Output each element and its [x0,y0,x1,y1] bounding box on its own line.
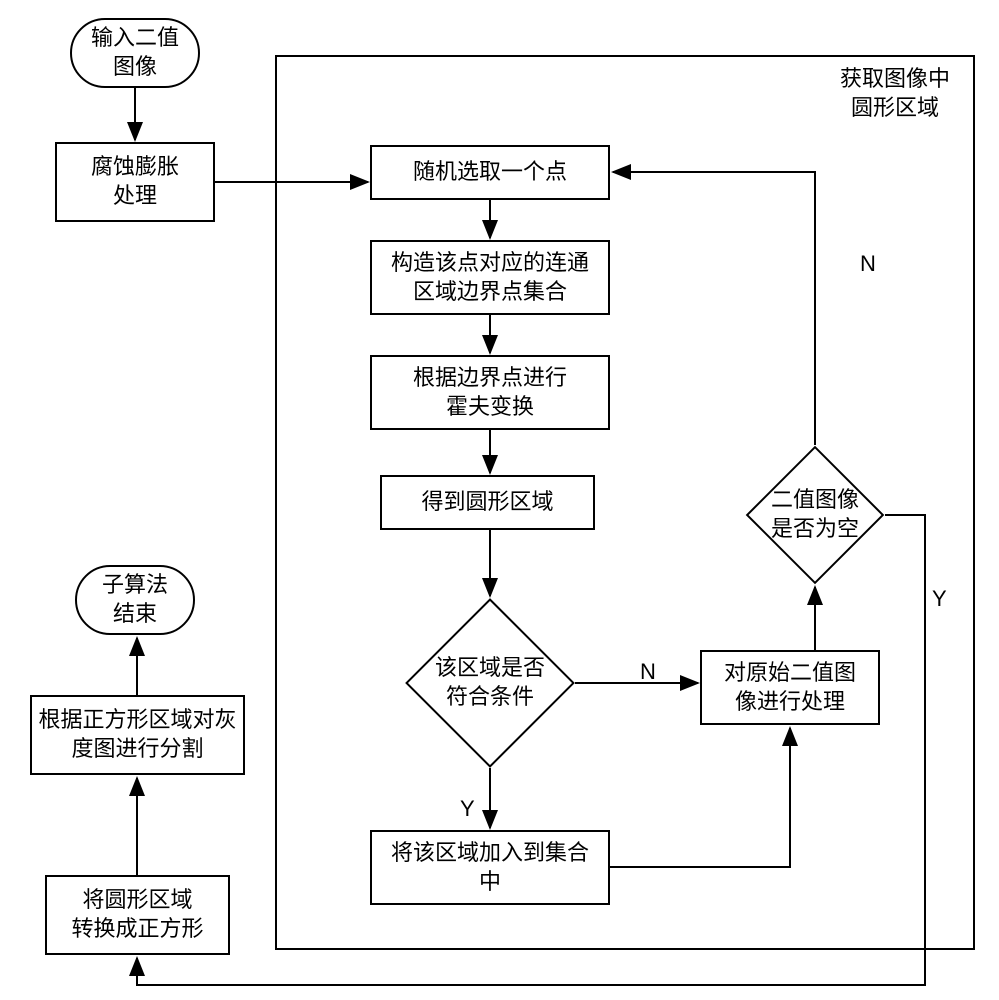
check-condition-diamond: 该区域是否符合条件 [405,598,575,768]
erode-dilate-text: 腐蚀膨胀处理 [91,153,179,210]
erode-dilate-node: 腐蚀膨胀处理 [55,142,215,222]
random-point-node: 随机选取一个点 [370,145,610,200]
container-label-text: 获取图像中圆形区域 [840,66,950,120]
convert-square-text: 将圆形区域转换成正方形 [71,886,203,943]
get-circle-text: 得到圆形区域 [421,488,553,517]
add-to-set-node: 将该区域加入到集合中 [370,830,610,905]
label-y-1: Y [460,795,475,824]
process-binary-node: 对原始二值图像进行处理 [700,650,880,725]
label-y-2: Y [932,585,947,614]
convert-square-node: 将圆形区域转换成正方形 [45,875,230,955]
check-empty-diamond: 二值图像是否为空 [745,445,885,585]
process-binary-text: 对原始二值图像进行处理 [724,659,856,716]
check-condition-text: 该区域是否符合条件 [435,654,545,711]
hough-node: 根据边界点进行霍夫变换 [370,355,610,430]
add-to-set-text: 将该区域加入到集合中 [391,839,589,896]
hough-text: 根据边界点进行霍夫变换 [413,364,567,421]
check-empty-text: 二值图像是否为空 [771,486,859,543]
end-text: 子算法结束 [102,571,168,628]
start-text: 输入二值图像 [91,24,179,81]
segment-text: 根据正方形区域对灰度图进行分割 [38,706,236,763]
label-n-2: N [860,250,876,279]
end-node: 子算法结束 [75,565,195,635]
start-node: 输入二值图像 [70,18,200,88]
container-label: 获取图像中圆形区域 [825,65,965,122]
construct-boundary-text: 构造该点对应的连通区域边界点集合 [391,249,589,306]
construct-boundary-node: 构造该点对应的连通区域边界点集合 [370,240,610,315]
label-n-1: N [640,658,656,687]
get-circle-node: 得到圆形区域 [380,475,595,530]
segment-node: 根据正方形区域对灰度图进行分割 [30,695,245,775]
random-point-text: 随机选取一个点 [413,158,567,187]
